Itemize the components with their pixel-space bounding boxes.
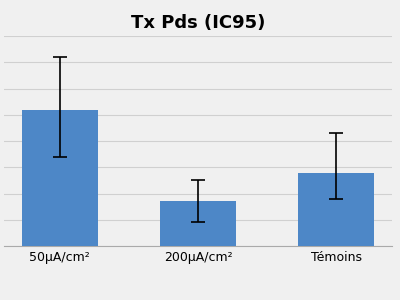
Bar xyxy=(160,201,236,246)
Title: Tx Pds (IC95): Tx Pds (IC95) xyxy=(131,14,265,32)
Bar xyxy=(22,110,98,246)
Bar xyxy=(298,172,374,246)
